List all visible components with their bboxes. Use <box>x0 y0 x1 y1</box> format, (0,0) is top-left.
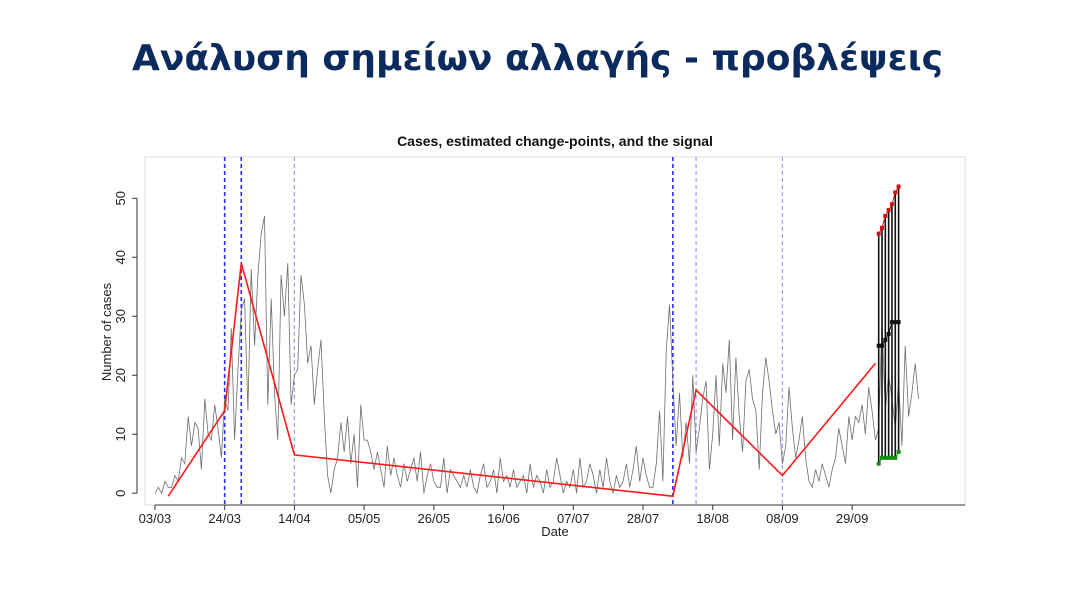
y-tick-label: 0 <box>113 490 128 497</box>
forecast-median-point <box>876 343 881 348</box>
forecast-upper-point <box>896 184 901 189</box>
y-tick-label: 50 <box>113 191 128 205</box>
cases-series <box>154 215 919 495</box>
x-tick-label: 24/03 <box>208 511 241 526</box>
x-tick-label: 08/09 <box>766 511 799 526</box>
forecast-intervals <box>876 184 901 466</box>
change-point-chart: Cases, estimated change-points, and the … <box>99 133 966 539</box>
forecast-lower-line <box>878 451 900 464</box>
forecast-median-point <box>896 320 901 325</box>
x-tick-label: 18/08 <box>696 511 729 526</box>
y-tick-label: 10 <box>113 427 128 441</box>
cases-line <box>154 215 919 495</box>
x-axis-label: Date <box>541 524 568 539</box>
x-tick-label: 14/04 <box>278 511 311 526</box>
y-tick-label: 30 <box>113 309 128 323</box>
y-tick-label: 40 <box>113 250 128 264</box>
x-tick-label: 07/07 <box>557 511 590 526</box>
y-axis: 0 10 20 30 40 50 <box>113 191 138 497</box>
forecast-lower-point <box>876 461 881 466</box>
x-tick-label: 03/03 <box>139 511 172 526</box>
forecast-median-line <box>878 321 899 347</box>
y-axis-label: Number of cases <box>99 282 114 381</box>
x-tick-label: 05/05 <box>348 511 381 526</box>
x-axis: 03/03 24/03 14/04 05/05 26/05 16/06 07/07 28/07… <box>139 504 965 526</box>
x-tick-label: 16/06 <box>487 511 520 526</box>
slide-title: Ανάλυση σημείων αλλαγής - προβλέψεις <box>131 38 944 79</box>
forecast-upper-line <box>878 186 900 234</box>
x-tick-label: 28/07 <box>627 511 660 526</box>
x-tick-label: 26/05 <box>418 511 451 526</box>
plot-frame <box>144 156 966 506</box>
signal-line <box>167 262 877 498</box>
plot-title: Cases, estimated change-points, and the … <box>397 133 713 149</box>
signal-series <box>167 262 877 498</box>
y-tick-label: 20 <box>113 368 128 382</box>
x-tick-label: 29/09 <box>836 511 869 526</box>
